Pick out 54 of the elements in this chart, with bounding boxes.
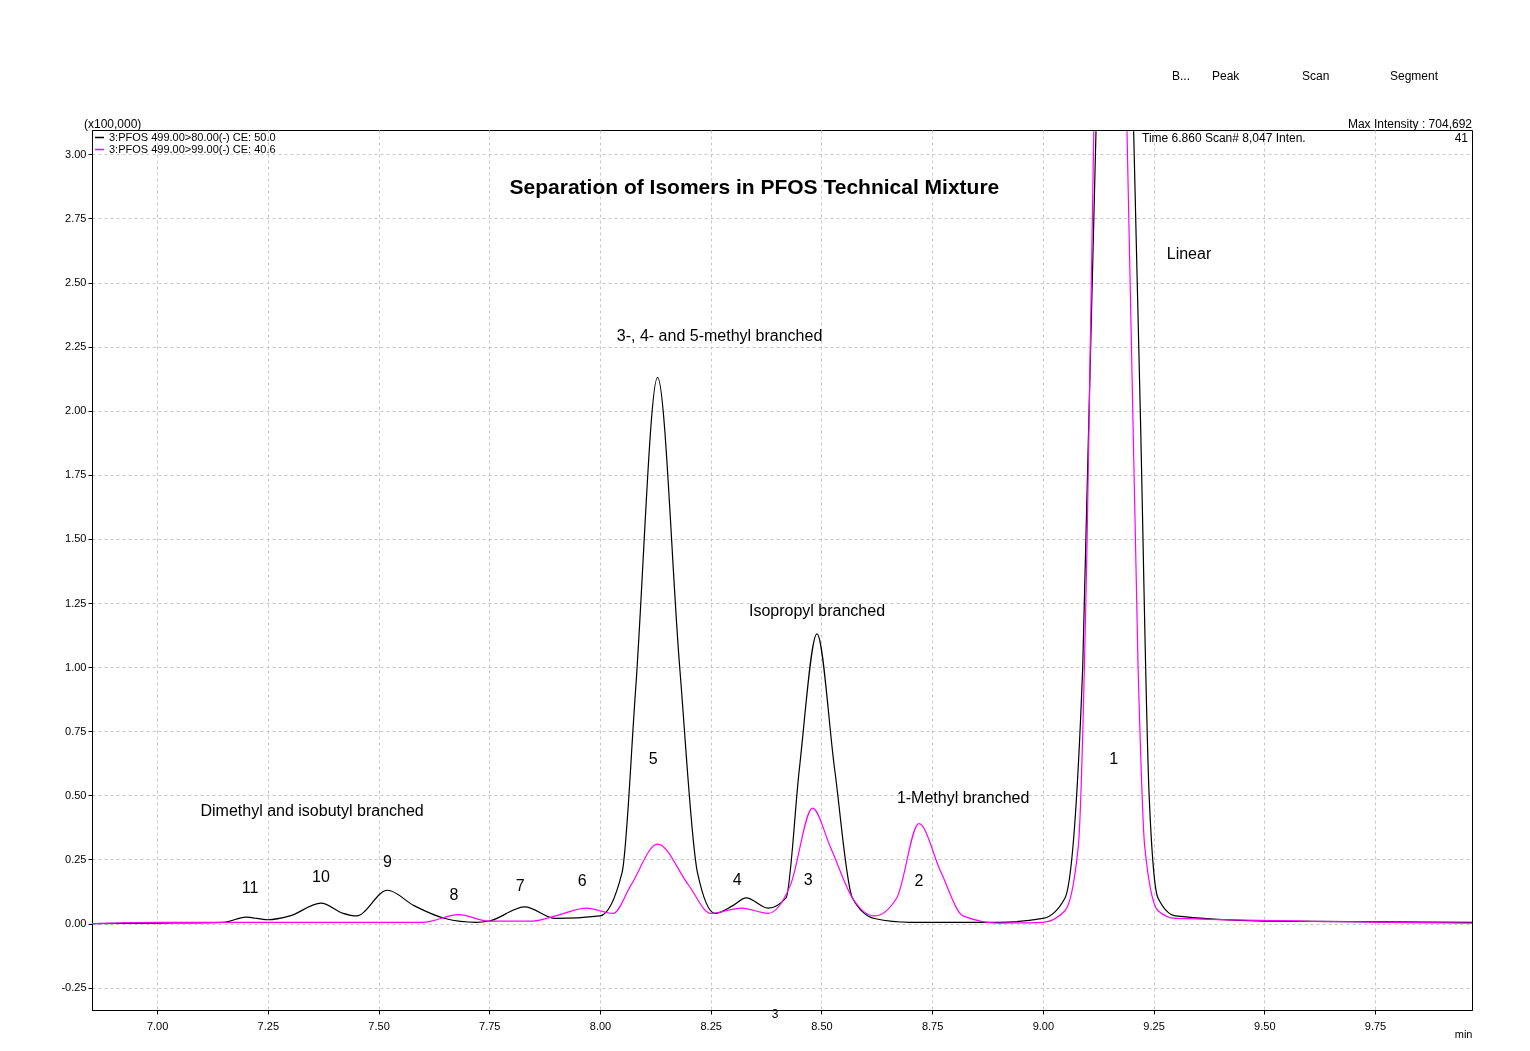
- annotation: 2: [914, 872, 924, 890]
- y-tick-label: 2.25: [65, 340, 87, 353]
- x-axis-title: min: [1454, 1027, 1473, 1040]
- legend-label: 3:PFOS 499.00>99.00(-) CE: 40.6: [109, 142, 276, 155]
- y-tick-label: -0.25: [61, 981, 87, 994]
- annotation: 1-Methyl branched: [896, 788, 1030, 806]
- text: Peak: [1212, 69, 1241, 83]
- annotation: 3: [803, 871, 813, 888]
- legend-label: 3:PFOS 499.00>80.00(-) CE: 50.0: [109, 130, 276, 143]
- text: B...: [1172, 69, 1191, 83]
- annotation: 7: [515, 877, 525, 895]
- annotation: (x100,000): [84, 117, 142, 131]
- x-tick-label: 8.50: [811, 1019, 833, 1032]
- annotation: 11: [241, 878, 259, 896]
- y-tick-label: 2.50: [65, 276, 87, 289]
- y-tick-label: 1.75: [65, 468, 87, 481]
- annotation: 5: [648, 750, 658, 768]
- y-tick-label: 1.00: [65, 660, 87, 673]
- x-tick-label: 8.75: [921, 1019, 944, 1032]
- y-tick-label: 3.00: [65, 147, 87, 160]
- x-tick-label: 9.00: [1032, 1019, 1055, 1032]
- annotation: Isopropyl branched: [748, 601, 886, 619]
- x-tick-label: 8.00: [589, 1019, 612, 1032]
- annotation: 8: [449, 886, 459, 904]
- x-tick-label: 7.50: [368, 1019, 390, 1032]
- annotation: 41: [1454, 131, 1469, 145]
- annotation: Linear: [1166, 245, 1212, 263]
- x-tick-label: 9.50: [1254, 1019, 1276, 1032]
- annotation: 6: [577, 872, 587, 890]
- y-tick-label: 1.50: [65, 532, 87, 545]
- annotation: 1: [1109, 750, 1119, 768]
- annotation: Dimethyl and isobutyl branched: [200, 801, 424, 819]
- annotation: 4: [732, 871, 742, 888]
- y-tick-label: 0.25: [65, 852, 87, 865]
- y-tick-label: 2.75: [65, 211, 87, 224]
- annotation: 3-, 4- and 5-methyl branched: [616, 327, 823, 345]
- x-tick-label: 7.75: [479, 1019, 501, 1032]
- y-tick-label: 0.50: [65, 788, 87, 801]
- x-tick-label: 9.75: [1364, 1019, 1387, 1032]
- annotation: Time 6.860 Scan# 8,047 Inten.: [1142, 131, 1306, 145]
- y-tick-label: 0.00: [65, 917, 87, 930]
- y-tick-label: 0.75: [65, 724, 87, 737]
- x-tick-label: 9.25: [1143, 1019, 1165, 1032]
- x-tick-label: 8.25: [700, 1019, 722, 1032]
- annotation: Max Intensity : 704,692: [1347, 117, 1473, 131]
- y-tick-label: 1.25: [65, 596, 87, 609]
- x-tick-label: 7.25: [257, 1019, 280, 1032]
- x-tick-label: 7.00: [146, 1019, 169, 1032]
- text: Separation of Isomers in PFOS Technical Mixture: [509, 175, 1000, 198]
- y-tick-label: 2.00: [65, 404, 87, 417]
- annotation: 9: [382, 853, 392, 871]
- text: Scan: [1302, 69, 1330, 83]
- annotation: 10: [312, 868, 330, 886]
- text: Segment: [1390, 69, 1439, 83]
